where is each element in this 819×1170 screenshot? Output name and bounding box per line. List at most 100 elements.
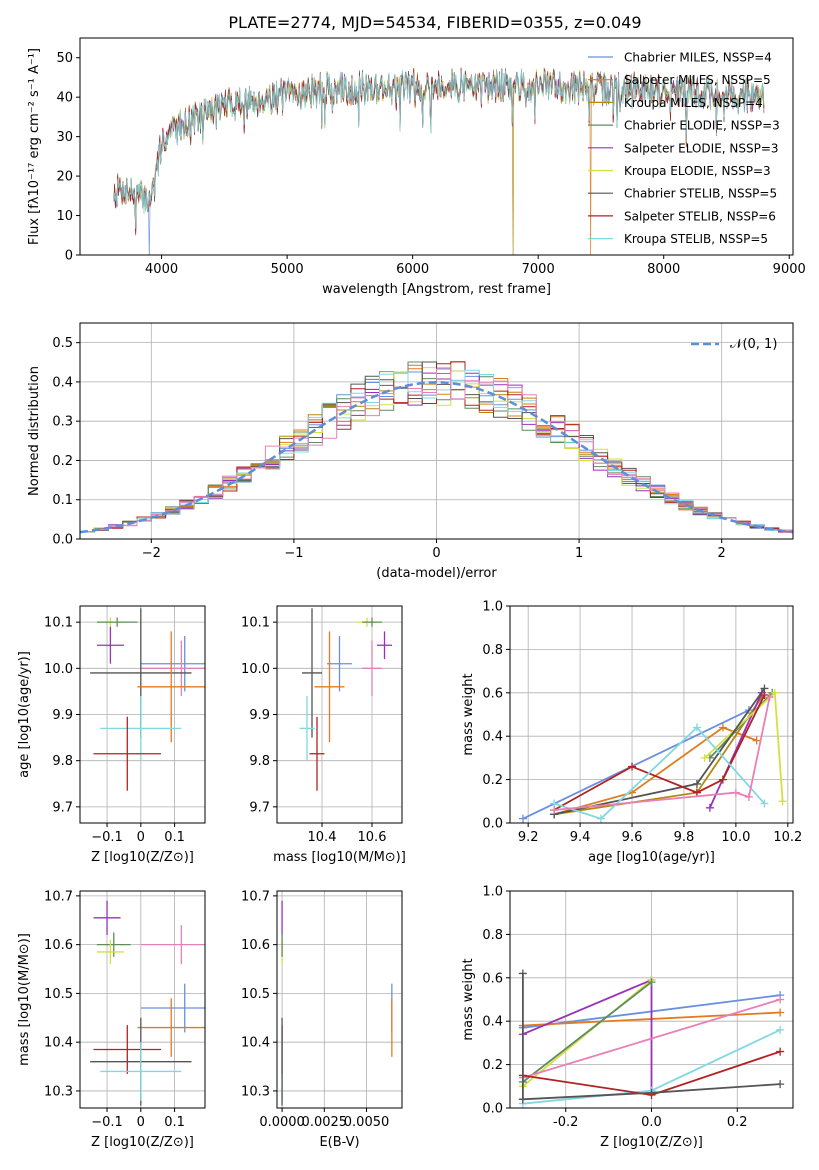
weight-marker xyxy=(518,814,527,823)
x-tick-label: 0.0050 xyxy=(344,1115,390,1130)
weight-marker xyxy=(596,814,605,823)
axes-frame xyxy=(79,890,206,1109)
y-tick-label: 0.5 xyxy=(52,336,73,351)
x-tick-label: 9.6 xyxy=(622,830,643,845)
weight-marker xyxy=(752,736,761,745)
y-tick-label: 10.4 xyxy=(241,1036,270,1051)
weight-marker xyxy=(776,995,785,1004)
y-tick-label: 10.5 xyxy=(44,987,73,1002)
panel-age-weight: 9.2 9.4 9.6 9.8 10.0 10.2 0.0 0.2 0.4 0.6 0.8 1.0 ag… xyxy=(461,600,802,866)
y-tick-label: 0.4 xyxy=(482,730,503,745)
weight-line xyxy=(522,981,653,1083)
plot-area xyxy=(80,361,793,534)
weight-marker xyxy=(760,799,769,808)
weight-marker xyxy=(518,1095,527,1104)
x-tick-label: −1 xyxy=(284,546,303,561)
weight-marker xyxy=(718,775,727,784)
x-tick-label: -0.2 xyxy=(553,1115,578,1130)
y-tick-label: 20 xyxy=(56,170,73,185)
legend: Chabrier MILES, NSSP=4 Salpeter MILES, NS… xyxy=(588,51,780,246)
x-tick-label: 0 xyxy=(432,546,440,561)
y-tick-label: 10.0 xyxy=(241,662,270,677)
y-tick-label: 10.0 xyxy=(44,662,73,677)
y-tick-label: 0.0 xyxy=(482,817,503,832)
axes-frame xyxy=(79,37,794,256)
y-axis-label: mass [log10(M/M⊙)] xyxy=(17,933,32,1066)
weight-marker xyxy=(776,1047,785,1056)
weight-line xyxy=(704,690,784,802)
panel-spectrum: 4000 5000 6000 7000 8000 9000 0 10 20 30 40 50 wavel… xyxy=(27,37,806,297)
weight-marker xyxy=(776,1008,785,1017)
x-axis-label: Z [log10(Z/Z⊙)] xyxy=(91,1135,194,1150)
x-tick-label: 10.6 xyxy=(358,830,387,845)
histogram-step xyxy=(80,368,793,532)
y-tick-label: 30 xyxy=(56,130,73,145)
y-tick-label: 10.6 xyxy=(44,938,73,953)
plot-area xyxy=(299,608,392,791)
y-tick-label: 1.0 xyxy=(482,885,503,900)
weight-marker xyxy=(778,797,787,806)
y-tick-label: 9.8 xyxy=(52,754,73,769)
weight-line xyxy=(554,696,771,811)
y-tick-label: 9.7 xyxy=(249,800,270,815)
y-tick-label: 0.2 xyxy=(52,454,73,469)
y-tick-label: 0.2 xyxy=(482,1058,503,1073)
weight-line xyxy=(522,998,781,1079)
weight-marker xyxy=(628,762,637,771)
x-tick-label: 9.2 xyxy=(518,830,539,845)
x-tick-label: 6000 xyxy=(396,262,429,277)
y-tick-label: 0.4 xyxy=(482,1015,503,1030)
legend-label: Kroupa MILES, NSSP=4 xyxy=(624,96,763,110)
y-axis-label: Flux [fλ10⁻¹⁷ erg cm⁻² s⁻¹ A⁻¹] xyxy=(27,48,42,245)
weight-marker xyxy=(776,1080,785,1089)
y-tick-label: 0.8 xyxy=(482,928,503,943)
x-tick-label: 9.4 xyxy=(570,830,591,845)
legend-label: Kroupa ELODIE, NSSP=3 xyxy=(624,164,771,178)
weight-marker xyxy=(692,779,701,788)
x-tick-label: 0.1 xyxy=(164,1115,185,1130)
axes-frame xyxy=(509,605,794,824)
plot-area xyxy=(90,608,205,791)
x-tick-label: 10.2 xyxy=(773,830,802,845)
x-axis-label: age [log10(age/yr)] xyxy=(588,850,715,865)
weight-line xyxy=(522,709,750,820)
weight-line xyxy=(553,696,763,816)
x-tick-label: 1 xyxy=(575,546,583,561)
x-tick-label: −2 xyxy=(142,546,161,561)
x-tick-label: 8000 xyxy=(647,262,680,277)
panel-z-weight: -0.2 0.0 0.2 0.0 0.2 0.4 0.6 0.8 1.0 Z [log10(Z/Z… xyxy=(461,885,794,1150)
weight-line xyxy=(553,687,766,816)
plot-area xyxy=(518,969,785,1108)
x-tick-label: 0.0000 xyxy=(259,1115,305,1130)
legend-label: Salpeter STELIB, NSSP=6 xyxy=(624,209,776,223)
x-tick-label: 10.0 xyxy=(721,830,750,845)
legend-label: Kroupa STELIB, NSSP=5 xyxy=(624,232,768,246)
x-tick-label: 4000 xyxy=(145,262,178,277)
y-axis-label: age [log10(age/yr)] xyxy=(17,651,32,778)
legend-label: Chabrier ELODIE, NSSP=3 xyxy=(624,119,780,133)
y-tick-label: 10.7 xyxy=(241,889,270,904)
y-tick-label: 9.9 xyxy=(52,708,73,723)
plot-area xyxy=(113,67,765,255)
weight-marker xyxy=(731,788,740,797)
panel-mass-age: 10.4 10.6 9.7 9.8 9.9 10.0 10.1 mass [log10(M/M… xyxy=(241,605,406,865)
y-tick-label: 0.0 xyxy=(52,533,73,548)
axes-frame xyxy=(276,890,403,1109)
panel-z-age: −0.1 0 0.1 9.7 9.8 9.9 10.0 10.1 Z [log10(Z/Z⊙)]… xyxy=(17,605,206,865)
weight-marker xyxy=(692,723,701,732)
y-tick-label: 50 xyxy=(56,51,73,66)
x-tick-label: 5000 xyxy=(271,262,304,277)
y-tick-label: 9.9 xyxy=(249,708,270,723)
legend-label: Salpeter MILES, NSSP=5 xyxy=(624,73,771,87)
y-tick-label: 1.0 xyxy=(482,600,503,615)
weight-marker xyxy=(744,792,753,801)
x-tick-label: 7000 xyxy=(522,262,555,277)
weight-marker xyxy=(550,805,559,814)
y-tick-label: 10.6 xyxy=(241,938,270,953)
plot-area xyxy=(281,900,393,1106)
x-tick-label: 2 xyxy=(718,546,726,561)
y-tick-label: 10 xyxy=(56,209,73,224)
y-axis-label: mass weight xyxy=(461,673,476,755)
